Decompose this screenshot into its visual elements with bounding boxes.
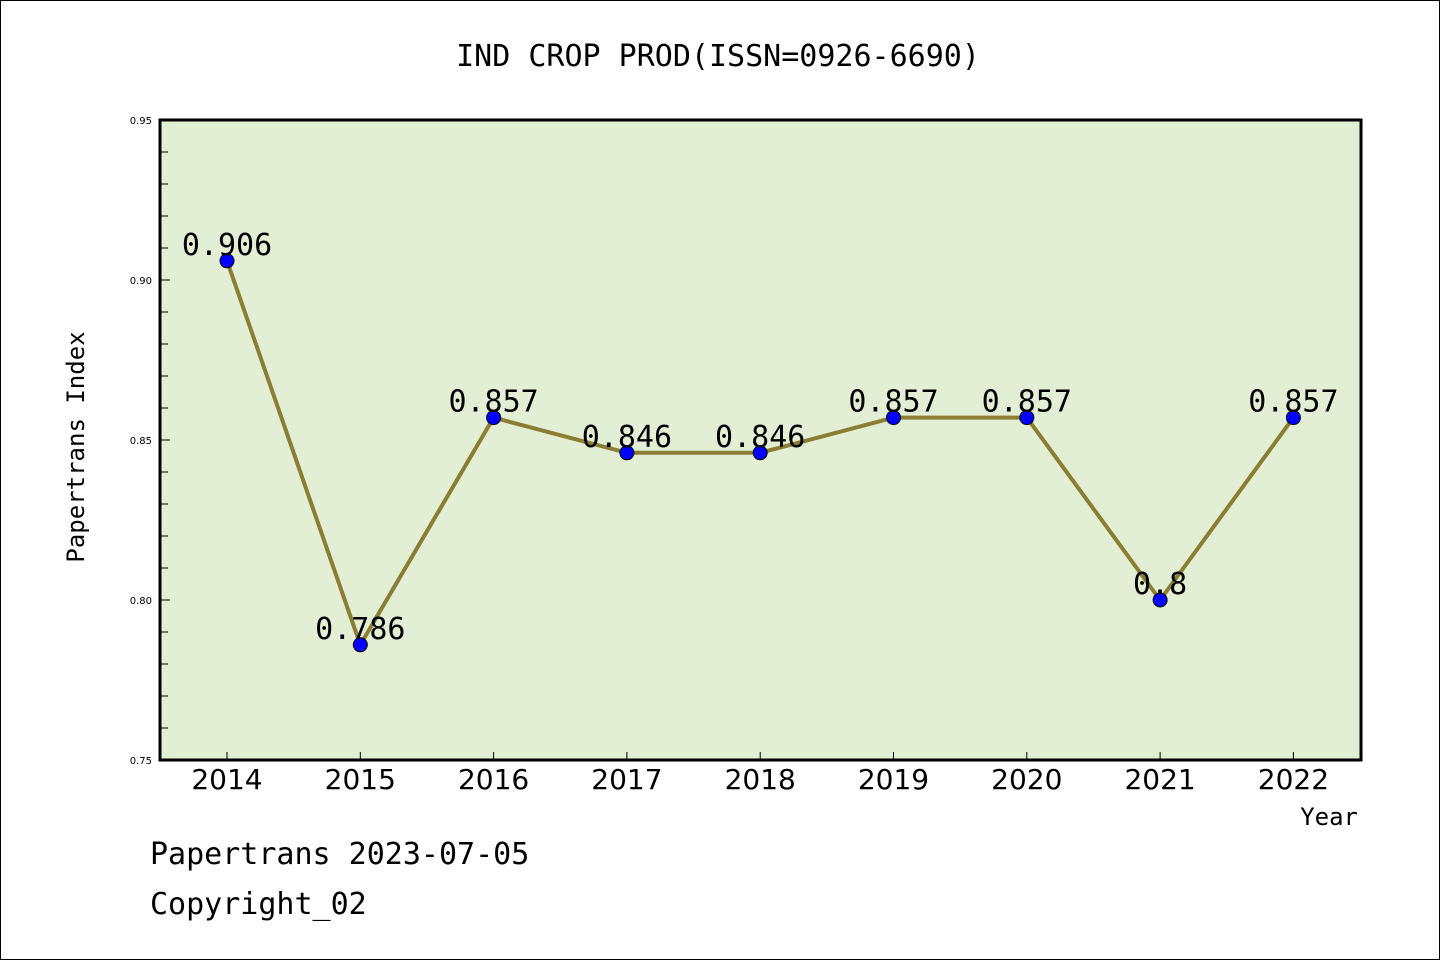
data-points <box>219 253 1301 653</box>
data-point <box>1152 592 1168 608</box>
data-labels: 0.906 0.786 0.857 0.846 0.846 0.857 0.857 0.8 0.… <box>182 228 1339 647</box>
data-point <box>752 445 768 461</box>
x-tick-label: 2020 <box>991 763 1062 796</box>
x-tick-label: 2022 <box>1258 763 1329 796</box>
x-tick-label: 2014 <box>191 763 262 796</box>
plot-border <box>158 118 1363 762</box>
data-label: 0.857 <box>448 385 538 420</box>
data-label: 0.857 <box>1248 385 1338 420</box>
x-tick-label: 2015 <box>325 763 396 796</box>
y-axis-label: Papertrans Index <box>62 331 90 562</box>
data-point <box>219 253 235 269</box>
y-tick-label: 0.85 <box>130 436 152 447</box>
data-point <box>619 445 635 461</box>
data-label: 0.8 <box>1133 567 1187 602</box>
data-label: 0.786 <box>315 612 405 647</box>
footer-date: Papertrans 2023-07-05 <box>150 837 529 872</box>
data-label: 0.857 <box>848 385 938 420</box>
y-tick-label: 0.80 <box>130 596 152 607</box>
data-label: 0.857 <box>982 385 1072 420</box>
data-label: 0.846 <box>715 420 805 455</box>
data-label: 0.906 <box>182 228 272 263</box>
y-tick-label: 0.75 <box>130 756 152 767</box>
data-point <box>1019 410 1035 426</box>
chart-title: IND CROP PROD(ISSN=0926-6690) <box>456 39 980 74</box>
data-label: 0.846 <box>582 420 672 455</box>
footer-copyright: Copyright_02 <box>150 887 367 922</box>
y-tick-label: 0.90 <box>130 276 152 287</box>
x-tick-label: 2017 <box>591 763 662 796</box>
data-point <box>886 410 901 426</box>
x-axis-label: Year <box>1300 803 1358 831</box>
data-point <box>486 410 502 426</box>
plot-area <box>160 120 1361 760</box>
x-axis: 2014 2015 2016 2017 2018 2019 2020 2021 2022 <box>191 752 1329 796</box>
data-point <box>352 637 368 653</box>
x-tick-label: 2016 <box>458 763 529 796</box>
y-axis: 0.75 0.80 0.85 0.90 0.95 <box>130 116 170 767</box>
x-tick-label: 2018 <box>725 763 796 796</box>
x-tick-label: 2019 <box>858 763 929 796</box>
data-point <box>1285 410 1301 426</box>
y-tick-label: 0.95 <box>130 116 152 127</box>
x-tick-label: 2021 <box>1124 763 1195 796</box>
